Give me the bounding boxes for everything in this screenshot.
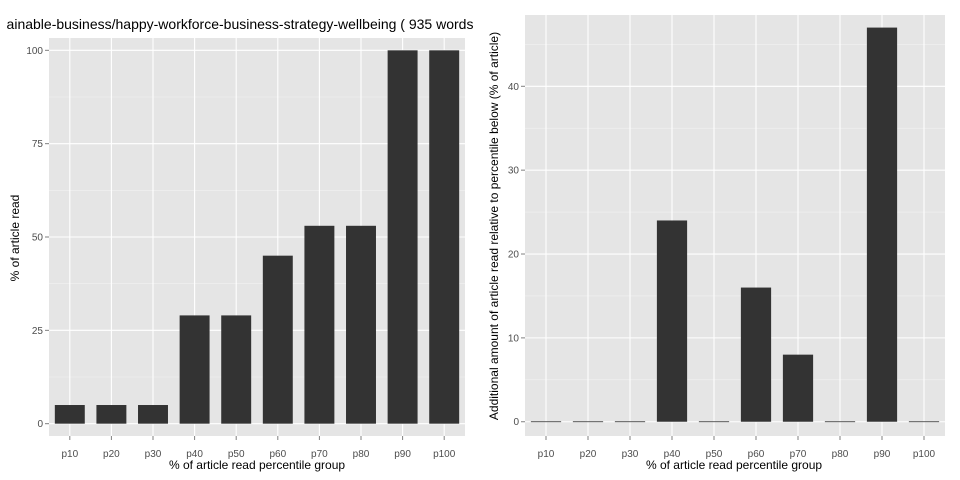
left-bar-p60 [262,255,293,424]
right-y-tick-label: 10 [508,333,520,344]
left-y-axis-title: % of article read [8,195,22,282]
left-x-tick-label: p60 [269,449,286,460]
left-x-tick-label: p40 [186,449,203,460]
right-y-tick-label: 0 [513,417,519,428]
right-x-tick-label: p30 [622,449,639,460]
left-x-tick-label: p50 [228,449,245,460]
right-y-tick-label: 20 [508,250,520,261]
right-bar-p20 [572,421,604,423]
right-x-axis-title: % of article read percentile group [646,458,822,472]
right-x-tick-label: p50 [706,449,723,460]
left-bar-p30 [138,405,168,424]
left-x-tick-label: p70 [311,449,328,460]
left-y-tick-label: 100 [26,46,43,57]
left-x-tick-label: p10 [61,449,78,460]
left-bar-p70 [304,225,335,424]
right-bar-p90 [866,27,898,422]
left-x-tick-label: p30 [145,449,162,460]
right-bar-p100 [908,421,940,423]
right-x-tick-label: p20 [580,449,597,460]
left-y-tick-label: 75 [32,139,44,150]
right-bar-p10 [530,421,562,423]
left-bar-p10 [54,405,85,424]
left-bar-p40 [179,315,210,424]
right-bar-p30 [614,421,646,423]
right-y-axis-title: Additional amount of article read relati… [487,32,501,420]
left-bar-p80 [346,225,376,424]
left-x-tick-label: p90 [394,449,411,460]
left-y-tick-label: 50 [32,233,44,244]
right-x-tick-label: p70 [790,449,807,460]
right-bar-p80 [824,421,856,423]
left-y-tick-label: 0 [37,419,43,430]
left-x-tick-label: p80 [353,449,370,460]
right-y-tick-label: 40 [508,82,520,93]
right-x-tick-label: p60 [748,449,765,460]
left-x-tick-label: p100 [433,449,456,460]
right-bar-p50 [698,421,730,423]
right-bar-p70 [782,354,814,422]
right-x-tick-label: p90 [874,449,891,460]
right-x-tick-label: p100 [913,449,936,460]
left-x-tick-label: p20 [103,449,120,460]
left-chart: 0 25 50 75 100 p10 p20 p30 p40 p50 p60 p70 p80 p90 p10… [26,38,465,460]
left-x-axis-title: % of article read percentile group [169,458,345,472]
right-x-tick-label: p80 [832,449,849,460]
right-x-tick-label: p10 [538,449,555,460]
left-bar-p90 [387,50,418,424]
left-y-tick-label: 25 [32,326,44,337]
left-bar-p20 [96,405,127,424]
right-chart: 0 10 20 30 40 p10 p20 p30 p40 p50 p60 p70 p80 p90 p100 [508,15,945,460]
right-y-tick-label: 30 [508,166,520,177]
chart-title: ainable-business/happy-workforce-busines… [7,16,474,32]
left-bar-p50 [221,315,252,424]
left-bar-p100 [429,50,460,424]
right-x-tick-label: p40 [664,449,681,460]
right-bar-p60 [740,287,772,422]
right-bar-p40 [656,220,688,422]
